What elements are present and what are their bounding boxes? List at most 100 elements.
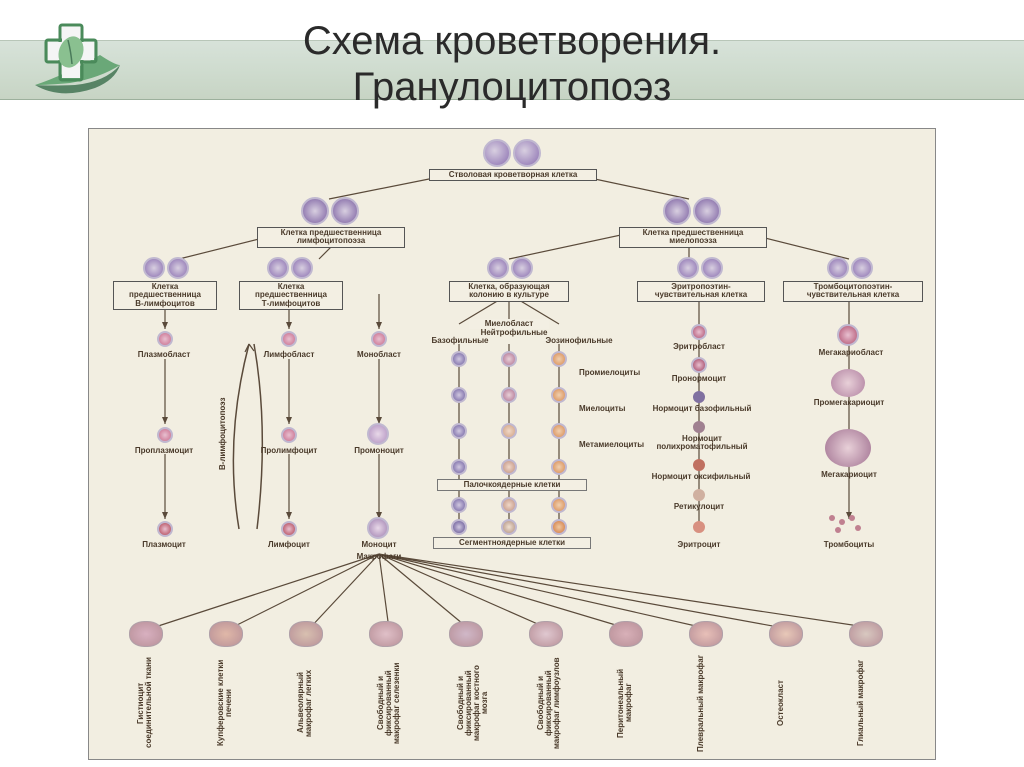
root-cells (483, 139, 541, 167)
pronormo-cell (691, 357, 707, 373)
plasmoblast-label: Плазмобласт (119, 351, 209, 359)
reticulo-label: Ретикулоцит (651, 503, 747, 511)
plasmo-cell (157, 521, 173, 537)
prolympho-label: Пролимфоцит (241, 447, 337, 455)
root-box: Стволовая кроветворная клетка (429, 169, 597, 181)
neutro-6 (501, 519, 517, 535)
t3-0-cells (143, 257, 189, 279)
tier2-0-cells (301, 197, 359, 225)
seg-label: Сегментноядерные клетки (436, 539, 588, 547)
tissue-cell-6 (609, 621, 643, 647)
neutro-4 (501, 459, 517, 475)
proplasmo-cell (157, 427, 173, 443)
tissue-label-0: Гистиоцит соединительной ткани (137, 653, 153, 753)
baso-4 (451, 459, 467, 475)
lympho-cell (281, 521, 297, 537)
t3-3-cells (677, 257, 723, 279)
tissue-label-5: Свободный и фиксированный макрофаг лимфо… (537, 653, 561, 753)
t3-0-label: Клетка предшественница В-лимфоцитов (116, 283, 214, 308)
plasmoblast-cell (157, 331, 173, 347)
tissue-cell-7 (689, 621, 723, 647)
mono-cell (367, 517, 389, 539)
baso-label: Базофильные (425, 337, 495, 345)
normo-oxy-cell (693, 459, 705, 471)
baso-1 (451, 351, 467, 367)
tissue-cell-2 (289, 621, 323, 647)
tissue-label-4: Свободный и фиксированный макрофаг костн… (457, 653, 489, 753)
tissue-cell-9 (849, 621, 883, 647)
normo-poly-label: Нормоцит полихроматофильный (637, 435, 767, 452)
promono-label: Промоноцит (335, 447, 423, 455)
baso-3 (451, 423, 467, 439)
tissue-label-9: Глиальный макрофаг (857, 653, 865, 753)
t3-1-cells (267, 257, 313, 279)
baso-2 (451, 387, 467, 403)
normo-poly-cell (693, 421, 705, 433)
baso-6 (451, 519, 467, 535)
t3-4-cells (827, 257, 873, 279)
mega-cell (825, 429, 871, 467)
promono-cell (367, 423, 389, 445)
promega-label: Промегакариоцит (789, 399, 909, 407)
tier2-0-box: Клетка предшественница лимфоцитопоэза (257, 227, 405, 248)
tier2-1-label: Клетка предшественница миелопоэза (622, 229, 764, 246)
macrophage-label: Макрофаги (339, 553, 419, 561)
lymphoblast-label: Лимфобласт (247, 351, 331, 359)
t3-2-label: Клетка, образующая колонию в культуре (452, 283, 566, 300)
lympho-label: Лимфоцит (251, 541, 327, 549)
erythro-cell (693, 521, 705, 533)
neutro-5 (501, 497, 517, 513)
baso-5 (451, 497, 467, 513)
page-title: Схема кроветворения. Гранулоцитопоэз (0, 18, 1024, 110)
erythroblast-label: Эритробласт (655, 343, 743, 351)
plasmo-label: Плазмоцит (123, 541, 205, 549)
monoblast-label: Монобласт (339, 351, 419, 359)
eosino-6 (551, 519, 567, 535)
band-label: Палочкоядерные клетки (440, 481, 584, 489)
megablast-label: Мегакариобласт (797, 349, 905, 357)
normo-oxy-label: Нормоцит оксифильный (633, 473, 769, 481)
tissue-label-2: Альвеолярный макрофаг легких (297, 653, 313, 753)
pronormo-label: Пронормоцит (651, 375, 747, 383)
mega-label: Мегакариоцит (797, 471, 901, 479)
tissue-label-1: Купферовские клетки печени (217, 653, 233, 753)
erythroblast-cell (691, 324, 707, 340)
eosino-1 (551, 351, 567, 367)
platelets (829, 515, 869, 539)
tissue-cell-1 (209, 621, 243, 647)
t3-2-cells (487, 257, 533, 279)
tier2-1-cells (663, 197, 721, 225)
band-box: Палочкоядерные клетки (437, 479, 587, 491)
t3-1-box: Клетка предшественница Т-лимфоцитов (239, 281, 343, 310)
t3-4-box: Тромбоцитопоэтин- чувствительная клетка (783, 281, 923, 302)
t3-3-box: Эритропоэтин- чувствительная клетка (637, 281, 765, 302)
title-line1: Схема кроветворения. (303, 19, 721, 63)
promega-cell (831, 369, 865, 397)
t3-4-label: Тромбоцитопоэтин- чувствительная клетка (786, 283, 920, 300)
mono-label: Моноцит (343, 541, 415, 549)
platelets-label: Тромбоциты (803, 541, 895, 549)
hematopoiesis-diagram: Стволовая кроветворная клетка Клетка пре… (88, 128, 936, 760)
eosino-3 (551, 423, 567, 439)
eosino-4 (551, 459, 567, 475)
tissue-cell-3 (369, 621, 403, 647)
tissue-cell-4 (449, 621, 483, 647)
root-label: Стволовая кроветворная клетка (432, 171, 594, 179)
reticulo-cell (693, 489, 705, 501)
normo-baso-cell (693, 391, 705, 403)
neutro-3 (501, 423, 517, 439)
tissue-cell-5 (529, 621, 563, 647)
monoblast-cell (371, 331, 387, 347)
tissue-label-6: Перитонеальный макрофаг (617, 653, 633, 753)
t3-3-label: Эритропоэтин- чувствительная клетка (640, 283, 762, 300)
erythro-label: Эритроцит (657, 541, 741, 549)
title-line2: Гранулоцитопоэз (353, 65, 672, 109)
prolympho-cell (281, 427, 297, 443)
seg-box: Сегментноядерные клетки (433, 537, 591, 549)
tissue-label-3: Свободный и фиксированный макрофаг селез… (377, 653, 401, 753)
neutro-1 (501, 351, 517, 367)
t3-2-box: Клетка, образующая колонию в культуре (449, 281, 569, 302)
side-label: В-лимфоцитопоэз (219, 379, 227, 489)
lymphoblast-cell (281, 331, 297, 347)
tissue-label-8: Остеокласт (777, 653, 785, 753)
